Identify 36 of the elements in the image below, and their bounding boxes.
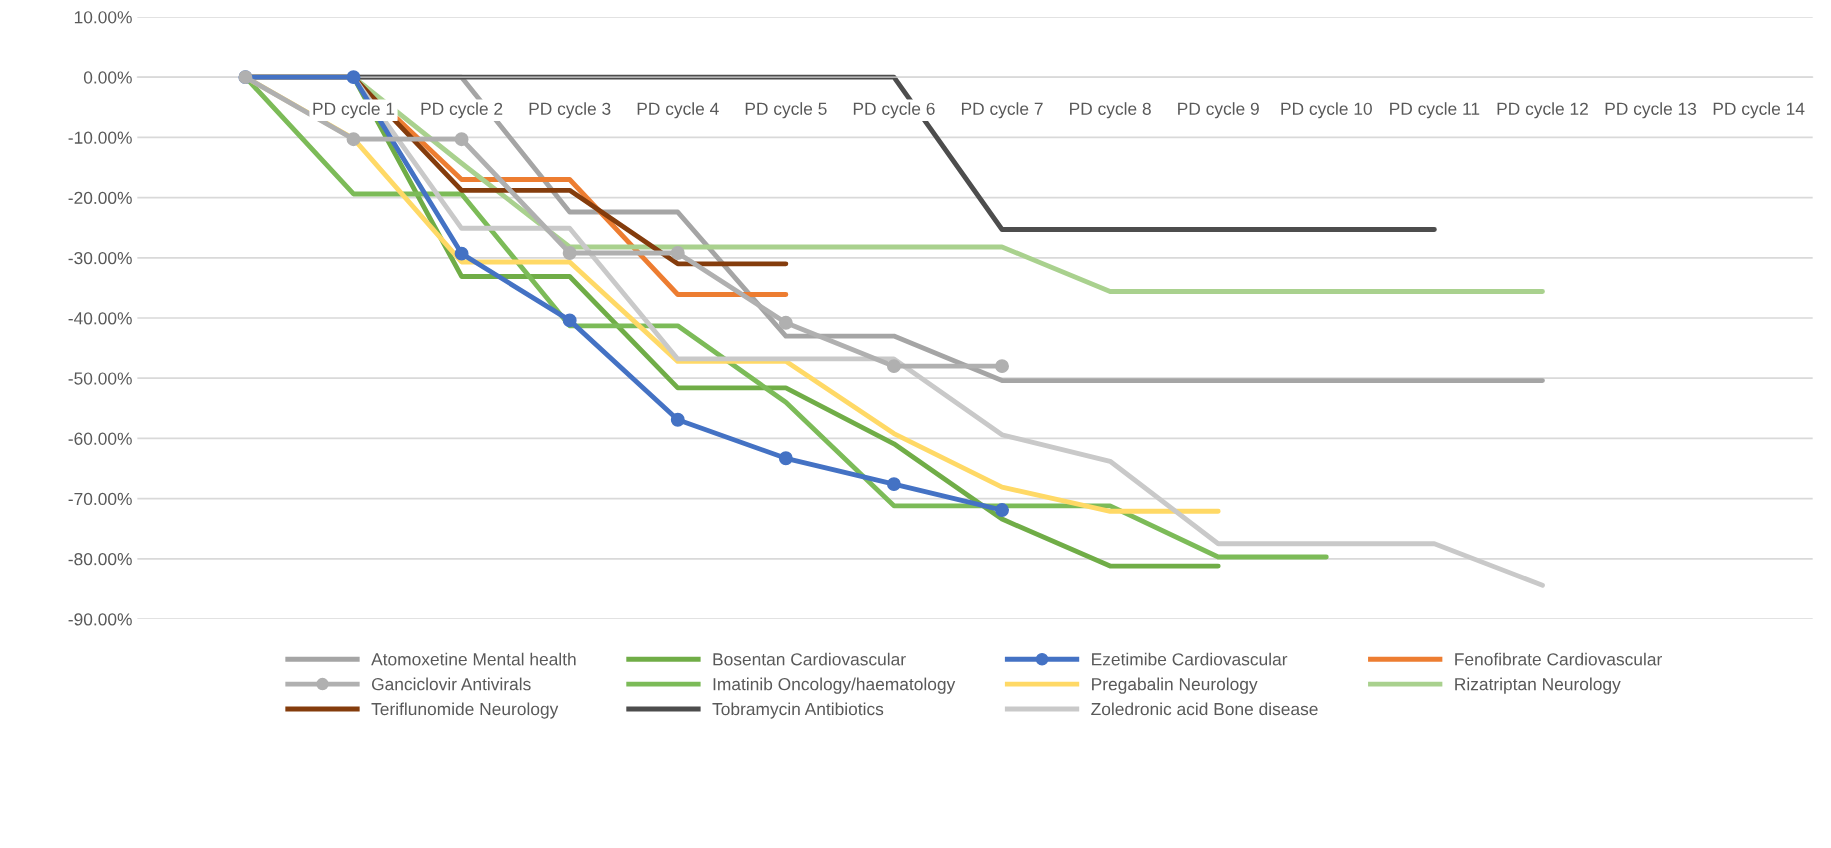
x-tick-label: PD cycle 1: [313, 102, 395, 119]
y-tick-label: 0.00%: [83, 71, 132, 84]
x-tick-label: PD cycle 3: [529, 102, 611, 119]
x-tick-label: PD cycle 5: [745, 102, 827, 119]
x-tick-label: PD cycle 2: [421, 102, 503, 119]
legend-label: Zoledronic acid Bone disease: [1091, 702, 1318, 716]
legend-label: Fenofibrate Cardiovascular: [1455, 652, 1662, 666]
legend-label: Bosentan Cardiovascular: [713, 652, 906, 666]
y-tick-label: 10.00%: [74, 11, 132, 24]
x-tick-label: PD cycle 8: [1070, 102, 1151, 119]
legend-label: Pregabalin Neurology: [1092, 677, 1258, 694]
y-tick-label: -30.00%: [68, 251, 132, 265]
y-tick-label: -60.00%: [68, 432, 132, 445]
y-tick-label: -90.00%: [68, 613, 132, 626]
legend-label: Tobramycin Antibiotics: [712, 702, 884, 719]
x-tick-label: PD cycle 7: [961, 102, 1043, 119]
x-tick-label: PD cycle 4: [637, 102, 719, 119]
y-tick-label: -80.00%: [68, 553, 132, 566]
x-tick-label: PD cycle 14: [1713, 102, 1805, 119]
x-tick-label: PD cycle 9: [1178, 102, 1259, 119]
x-tick-label: PD cycle 6: [853, 102, 935, 119]
legend-label: Rizatriptan Neurology: [1455, 677, 1621, 694]
x-tick-label: PD cycle 13: [1605, 102, 1697, 119]
x-tick-label: PD cycle 10: [1281, 102, 1372, 119]
x-tick-label: PD cycle 11: [1390, 102, 1480, 119]
legend-label: Teriflunomide Neurology: [371, 702, 559, 719]
y-tick-label: -40.00%: [68, 312, 132, 325]
legend-label: Ganciclovir Antivirals: [371, 677, 531, 691]
legend-label: Ezetimibe Cardiovascular: [1092, 652, 1288, 666]
legend-label: Atomoxetine Mental health: [371, 652, 576, 666]
y-tick-label: -10.00%: [68, 131, 132, 144]
y-tick-label: -50.00%: [68, 372, 132, 385]
y-tick-label: -70.00%: [68, 492, 132, 506]
y-tick-label: -20.00%: [68, 191, 132, 205]
x-tick-label: PD cycle 12: [1497, 102, 1588, 119]
legend-label: Imatinib Oncology/haematology: [713, 677, 956, 694]
